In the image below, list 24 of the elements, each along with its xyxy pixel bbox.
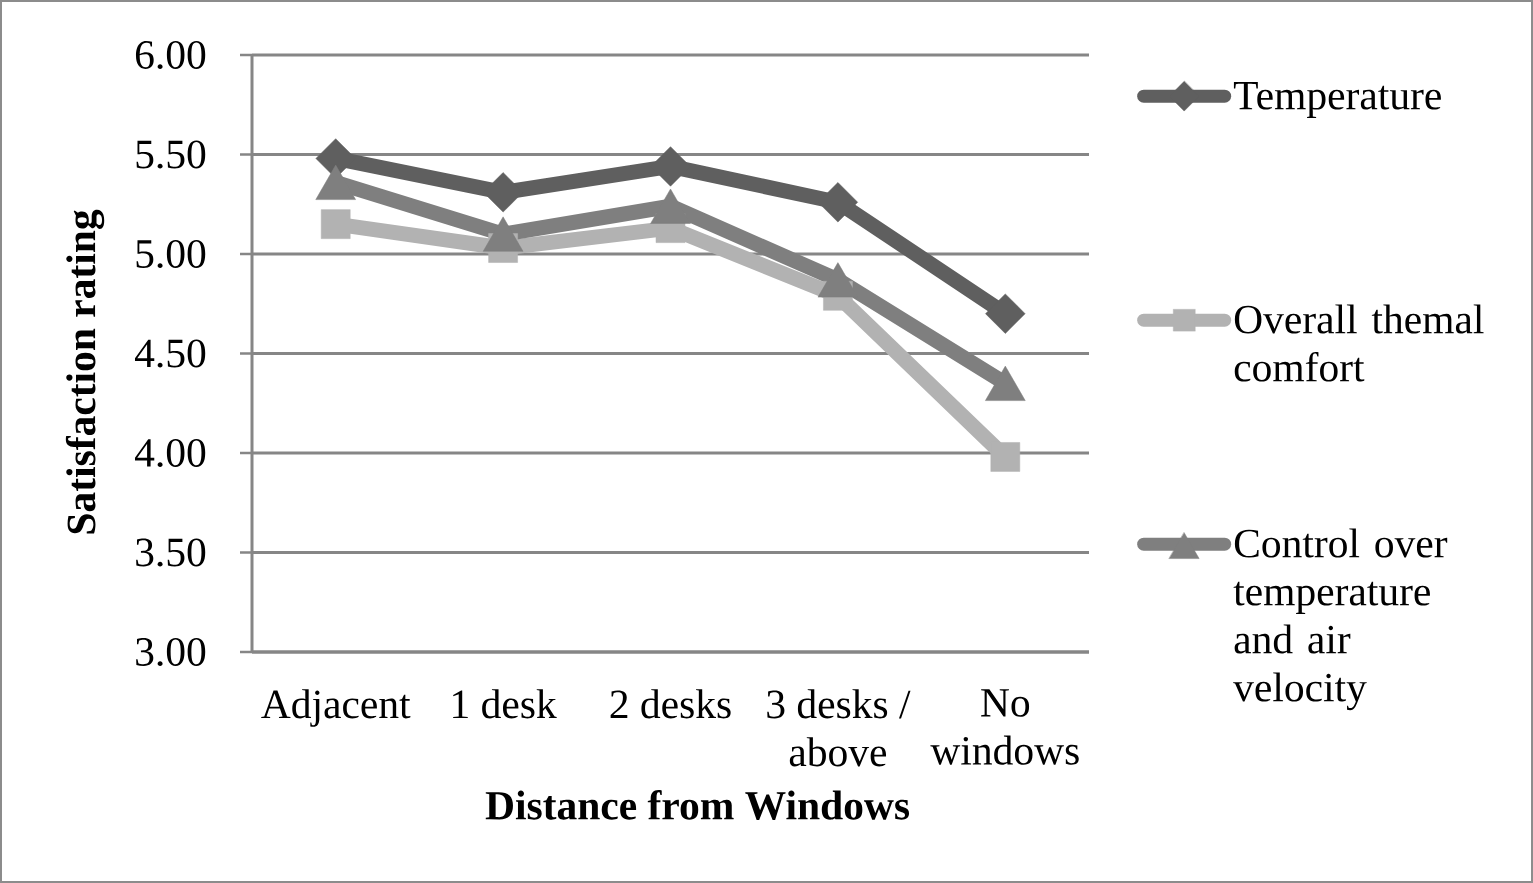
y-tick-label: 3.50	[136, 538, 206, 567]
x-tick-label: No windows	[930, 689, 1079, 765]
point	[985, 365, 1026, 401]
x-tick-label: 2 desks	[610, 689, 731, 719]
y-tick-label: 3.00	[136, 637, 206, 667]
x-axis-title: Distance from Windows	[485, 790, 910, 820]
legend-label: Control over temperature and air velocity	[1233, 528, 1448, 711]
point	[985, 293, 1026, 334]
y-tick-label: 5.50	[136, 140, 206, 169]
y-tick-label: 5.00	[136, 239, 206, 269]
y-tick-label: 6.00	[135, 40, 206, 70]
x-tick-label: 3 desks / above	[767, 689, 911, 767]
y-tick-label: 4.50	[134, 339, 206, 368]
x-tick-label: 1 desk	[453, 689, 557, 719]
point	[315, 164, 356, 200]
y-axis-title: Satisfaction rating	[65, 209, 105, 534]
point	[990, 442, 1021, 472]
legend-label: Temperature	[1233, 82, 1441, 119]
point	[650, 188, 691, 224]
point	[482, 216, 524, 252]
x-tick-label: Adjacent	[261, 689, 411, 727]
point	[320, 209, 351, 239]
y-tick-label: 4.00	[134, 438, 206, 468]
legend-label: Overall themal comfort	[1234, 304, 1484, 382]
